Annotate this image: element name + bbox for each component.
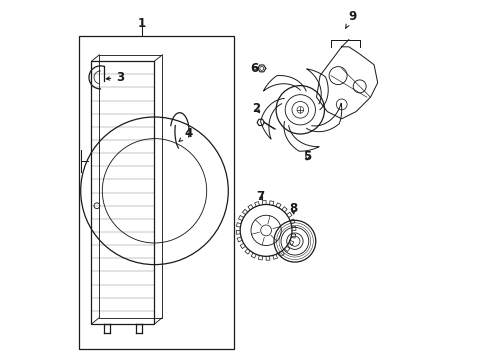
Bar (91, 61, 154, 324)
Text: 5: 5 (303, 150, 311, 163)
Text: 8: 8 (288, 202, 297, 215)
Text: 7: 7 (256, 190, 264, 203)
Text: 4: 4 (179, 127, 192, 141)
Text: 3: 3 (106, 71, 124, 84)
Text: 9: 9 (345, 10, 356, 28)
Bar (79, 36, 233, 349)
Text: 1: 1 (138, 17, 145, 30)
Text: 6: 6 (249, 62, 258, 75)
Bar (99, 55, 162, 318)
Text: 2: 2 (251, 102, 260, 114)
